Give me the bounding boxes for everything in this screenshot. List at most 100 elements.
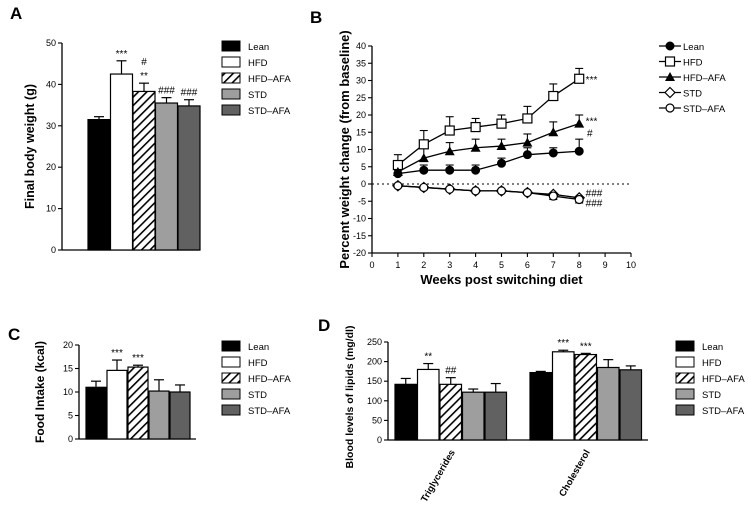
b-data-point: [522, 150, 532, 160]
d-bar: [529, 371, 553, 441]
c-legend-label: HFD: [248, 358, 268, 369]
panel-label-c: C: [8, 325, 20, 344]
b-y-axis-title: Percent weight change (from baseline): [337, 30, 352, 268]
b-significance-label: ***: [586, 117, 598, 128]
c-legend-label: HFD–AFA: [248, 374, 291, 385]
a-legend-label: STD: [248, 90, 267, 101]
a-bar: [154, 102, 179, 251]
chart-a-final-body-weight: 0 10 20 30 40 50 *** # ** ### ### Final body weight…: [23, 38, 291, 255]
b-legend-marker: [664, 56, 676, 67]
c-legend-swatch: [221, 404, 241, 416]
a-legend-label: STD–AFA: [248, 106, 291, 117]
d-significance-label: ***: [557, 338, 569, 349]
a-significance-label: ###: [181, 88, 198, 99]
b-legend-label: STD: [683, 89, 702, 100]
panel-label-d: D: [318, 316, 330, 335]
a-legend-swatch: [221, 56, 241, 68]
b-data-point: [392, 166, 403, 176]
c-bar: [106, 369, 128, 440]
b-legend-label: Lean: [683, 42, 704, 53]
b-x-tick-label: 3: [447, 260, 452, 270]
b-x-tick-label: 4: [473, 260, 478, 270]
d-y-tick-label: 0: [377, 435, 382, 445]
d-y-tick-label: 200: [367, 357, 382, 367]
d-significance-label: ##: [445, 366, 457, 377]
d-y-tick-label: 150: [367, 376, 382, 386]
b-y-tick-label: -10: [353, 214, 366, 224]
a-significance-label: #: [141, 57, 147, 68]
b-x-tick-label: 5: [499, 260, 504, 270]
b-data-point: [496, 118, 507, 129]
c-y-tick-label: 0: [68, 434, 73, 444]
d-legend-label: HFD: [702, 358, 722, 369]
d-bar: [596, 366, 620, 441]
b-y-tick-label: -20: [353, 248, 366, 258]
b-data-point: [522, 113, 533, 124]
b-y-tick-label: 15: [356, 127, 366, 137]
a-y-tick-label: 50: [46, 38, 56, 48]
b-data-point: [496, 141, 507, 151]
a-legend-label: Lean: [248, 42, 269, 53]
b-legend-label: HFD–AFA: [683, 73, 726, 84]
panel-label-a: A: [10, 4, 22, 23]
a-legend-swatch: [221, 72, 241, 84]
b-data-point: [548, 90, 559, 102]
d-legend-label: STD–AFA: [702, 406, 745, 417]
c-y-axis-title: Food Intake (kcal): [33, 341, 47, 443]
b-data-point: [444, 146, 455, 156]
b-x-tick-label: 9: [603, 260, 608, 270]
c-legend-label: STD–AFA: [248, 406, 291, 417]
a-y-tick-label: 40: [46, 79, 56, 89]
c-legend-label: Lean: [248, 342, 269, 353]
d-bar: [416, 368, 440, 441]
a-y-tick-label: 10: [46, 204, 56, 214]
c-y-tick-label: 15: [63, 364, 73, 374]
a-y-axis-title: Final body weight (g): [23, 84, 37, 209]
b-data-point: [522, 137, 533, 147]
b-data-point: [445, 184, 455, 194]
b-data-point: [418, 153, 429, 163]
d-bar: [484, 391, 508, 441]
c-legend-swatch: [221, 372, 241, 384]
b-y-tick-label: 30: [356, 76, 366, 86]
b-x-tick-label: 6: [525, 260, 530, 270]
c-y-tick-label: 10: [63, 387, 73, 397]
b-data-point: [471, 186, 481, 196]
c-bar: [169, 391, 191, 440]
c-significance-label: ***: [132, 353, 144, 364]
b-x-tick-label: 1: [395, 260, 400, 270]
c-legend-label: STD: [248, 390, 267, 401]
chart-d-blood-lipids: 0 50 100 150 200 250 ** ## Triglycerides *** *** Ch…: [344, 326, 745, 505]
c-bar: [85, 386, 107, 440]
b-legend-label: HFD: [683, 58, 703, 69]
chart-c-food-intake: 0 5 10 15 20 *** *** Food Intake (kcal) Lean HFD H…: [33, 340, 291, 444]
b-data-point: [574, 146, 584, 156]
c-legend-swatch: [221, 388, 241, 400]
b-data-point: [393, 181, 403, 191]
d-y-tick-label: 100: [367, 396, 382, 406]
d-significance-label: **: [424, 352, 432, 363]
a-bar: [87, 118, 111, 251]
c-bar: [127, 366, 149, 440]
d-legend-swatch: [675, 356, 695, 368]
b-data-point: [522, 188, 533, 198]
d-y-tick-label: 250: [367, 337, 382, 347]
d-bar: [461, 391, 485, 441]
d-bar: [574, 353, 598, 441]
c-y-tick-label: 20: [63, 340, 73, 350]
b-data-point: [445, 165, 455, 175]
b-significance-label: ###: [586, 199, 603, 210]
a-bar: [132, 90, 156, 251]
b-data-point: [418, 139, 429, 150]
b-data-point: [419, 165, 429, 175]
b-y-tick-label: 40: [356, 41, 366, 51]
a-legend-label: HFD–AFA: [248, 74, 291, 85]
b-data-point: [496, 186, 507, 196]
d-x-category-label: Cholesterol: [557, 448, 593, 499]
c-legend-swatch: [221, 340, 241, 352]
b-data-point: [471, 165, 481, 175]
b-legend-marker: [664, 86, 676, 99]
d-y-tick-label: 50: [372, 415, 382, 425]
c-y-tick-label: 5: [68, 411, 73, 421]
